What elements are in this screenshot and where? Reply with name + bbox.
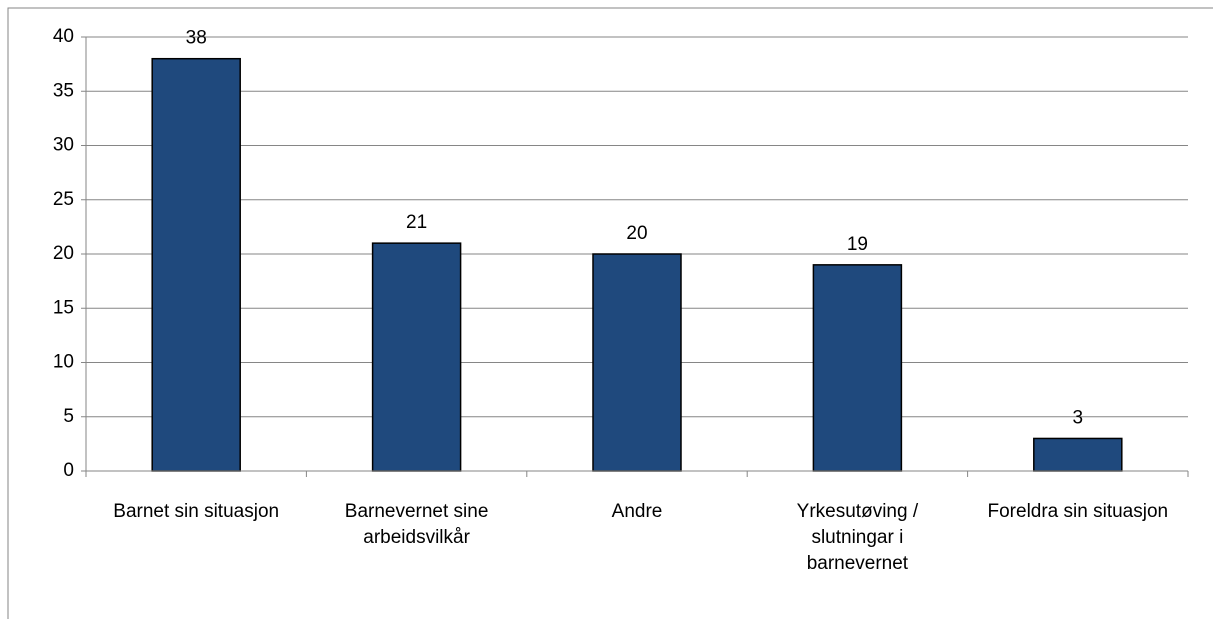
y-tick-label: 10 (53, 352, 74, 373)
data-label: 3 (1073, 407, 1084, 428)
bar (592, 253, 682, 472)
data-label: 38 (186, 28, 207, 49)
y-tick-label: 20 (53, 243, 74, 264)
data-label: 21 (406, 212, 427, 233)
x-tick-label: Foreldra sin situasjon (987, 501, 1169, 522)
y-tick-label: 25 (53, 189, 74, 210)
y-tick-label: 5 (63, 406, 74, 427)
bar (812, 264, 903, 472)
x-tick-label: Barnevernet sine arbeidsvilkår (344, 501, 489, 548)
y-tick-label: 30 (53, 135, 74, 156)
x-tick-label: Andre (611, 501, 663, 522)
y-tick-label: 0 (63, 460, 74, 481)
data-label: 19 (847, 234, 868, 255)
chart-border (7, 7, 1213, 619)
y-tick-label: 35 (53, 80, 74, 101)
bar (151, 57, 241, 472)
y-tick-label: 15 (53, 297, 74, 318)
bar (1033, 437, 1123, 472)
x-tick-label: Barnet sin situasjon (113, 501, 280, 522)
y-tick-label: 40 (53, 26, 74, 47)
x-tick-label: Yrkesutøving / slutningar i barnevernet (796, 501, 919, 574)
bar (371, 242, 462, 472)
data-label: 20 (626, 223, 647, 244)
